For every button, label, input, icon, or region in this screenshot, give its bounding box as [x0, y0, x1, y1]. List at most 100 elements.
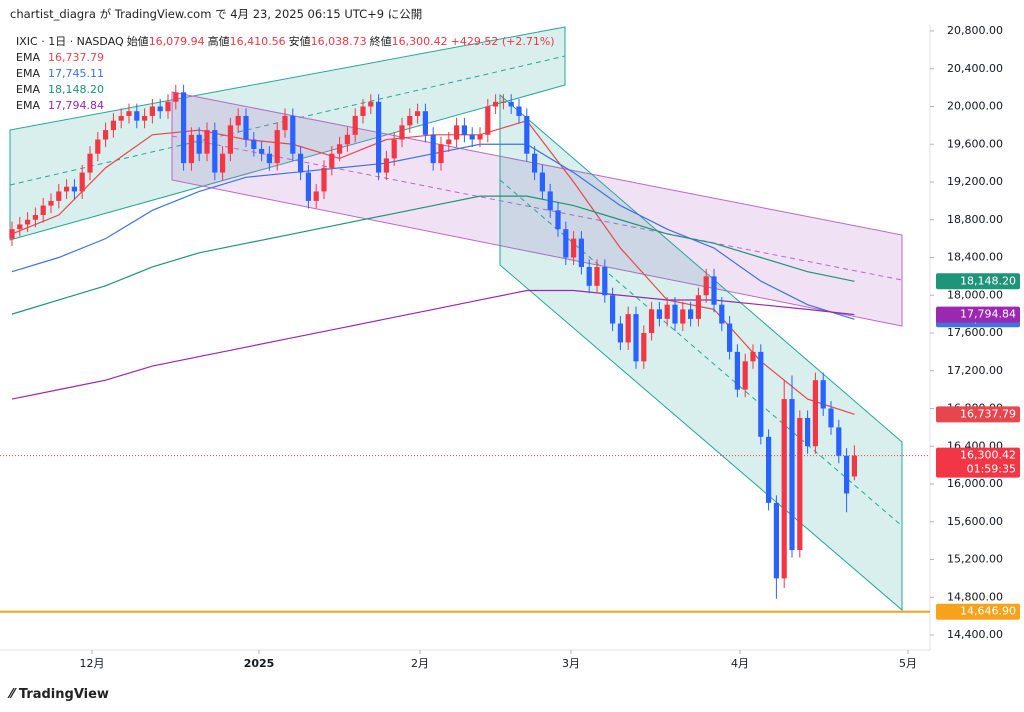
candle-body: [204, 130, 210, 154]
ohlc-name: 始値: [126, 35, 149, 48]
candle-body: [290, 115, 296, 154]
candle-body: [563, 229, 569, 258]
y-tick-label: 20,800.00: [947, 24, 1003, 37]
channel: [171, 91, 903, 327]
candle-body: [110, 120, 116, 131]
price-tag-label: 16,737.79: [960, 407, 1016, 420]
legend-row: EMA 16,737.79: [16, 50, 558, 66]
candle-body: [259, 148, 265, 154]
candle-body: [103, 130, 109, 140]
candle-body: [274, 130, 280, 164]
candle-body: [571, 238, 577, 258]
candle-body: [664, 304, 670, 319]
candle-body: [766, 436, 772, 503]
x-tick-label: 3月: [562, 657, 580, 670]
candle-body: [376, 101, 382, 173]
candle-body: [251, 139, 257, 149]
y-tick-label: 18,800.00: [947, 213, 1003, 226]
ohlc-value: 16,079.94: [148, 35, 205, 48]
x-tick-label: 5月: [899, 657, 917, 670]
x-tick-label: 4月: [731, 657, 749, 670]
ohlc-value: 16,300.42: [391, 35, 448, 48]
candle-body: [337, 144, 343, 154]
candle-body: [805, 417, 811, 447]
candle-body: [17, 224, 23, 230]
candle-body: [719, 304, 725, 324]
candle-body: [126, 111, 132, 116]
candle-body: [555, 210, 561, 230]
y-tick-label: 18,000.00: [947, 288, 1003, 301]
candle-body: [610, 295, 616, 324]
candle-body: [758, 351, 764, 437]
price-tag-label: 16,300.42: [960, 449, 1016, 462]
candle-body: [672, 304, 678, 324]
y-tick-label: 19,200.00: [947, 175, 1003, 188]
channel-mid: [171, 135, 903, 281]
candle-body: [368, 101, 374, 107]
ohlc-name: 安値: [288, 35, 311, 48]
candle-body: [578, 238, 584, 267]
legend-row: EMA 18,148.20: [16, 82, 558, 98]
candle-body: [461, 125, 467, 135]
candle-body: [95, 139, 101, 154]
candle-body: [430, 134, 436, 164]
x-tick-label: 2025: [244, 657, 275, 670]
candle-body: [212, 130, 218, 173]
candle-body: [750, 351, 756, 362]
y-tick-label: 17,600.00: [947, 326, 1003, 339]
candle-body: [438, 144, 444, 164]
header: chartist_diagra が TradingView.com で 4月 2…: [10, 7, 423, 21]
candle-body: [820, 380, 826, 409]
candle-body: [422, 111, 428, 135]
price-tag-label: 17,794.84: [960, 308, 1016, 321]
candle-body: [40, 205, 46, 216]
candle-body: [313, 191, 319, 201]
candle-body: [352, 115, 358, 135]
y-tick-label: 18,400.00: [947, 251, 1003, 264]
candle-body: [360, 106, 366, 116]
y-tick-label: 15,200.00: [947, 553, 1003, 566]
candle-body: [649, 309, 655, 333]
candle-body: [266, 153, 272, 164]
candle-body: [532, 153, 538, 173]
ohlc-name: 高値: [207, 35, 230, 48]
y-tick-label: 20,000.00: [947, 100, 1003, 113]
candle-body: [586, 266, 592, 286]
candle-body: [742, 361, 748, 390]
legend-row: EMA 17,745.11: [16, 66, 558, 82]
candle-body: [173, 92, 179, 102]
candle-body: [235, 115, 241, 126]
candle-body: [446, 139, 452, 145]
x-tick-label: 12月: [80, 657, 105, 670]
candle-body: [485, 106, 491, 135]
legend-name: EMA: [16, 99, 40, 112]
candle-body: [789, 399, 795, 551]
candle-body: [641, 333, 647, 362]
candle-body: [282, 115, 288, 131]
ohlc-value: 16,038.73: [310, 35, 367, 48]
candle-body: [493, 101, 499, 107]
ema-line: [11, 195, 855, 315]
candle-body: [851, 455, 857, 477]
candle-body: [64, 186, 70, 192]
candle-body: [836, 427, 842, 456]
candle-body: [454, 125, 460, 140]
candle-body: [524, 115, 530, 154]
candle-body: [399, 125, 405, 140]
candle-body: [71, 186, 77, 192]
candle-body: [539, 172, 545, 192]
candle-body: [688, 309, 694, 319]
channel-mid: [499, 179, 903, 527]
candle-body: [118, 115, 124, 121]
candle-body: [188, 134, 194, 164]
candle-body: [243, 115, 249, 140]
candle-body: [500, 101, 506, 103]
candle-body: [797, 417, 803, 551]
ohlc-name: 終値: [369, 35, 392, 48]
legend-value: 17,745.11: [47, 67, 104, 80]
candle-body: [415, 111, 421, 116]
y-tick-label: 15,600.00: [947, 515, 1003, 528]
candle-body: [625, 314, 631, 343]
y-tick-label: 14,400.00: [947, 628, 1003, 641]
candle-body: [181, 92, 187, 164]
